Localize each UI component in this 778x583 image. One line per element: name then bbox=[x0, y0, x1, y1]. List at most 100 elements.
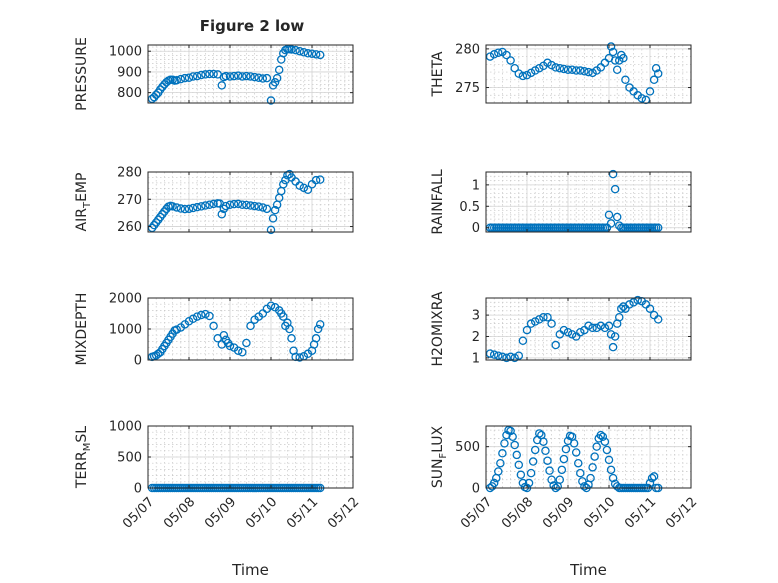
y-tick-label: 500 bbox=[455, 440, 480, 455]
data-point bbox=[279, 180, 288, 189]
y-axis-label-main: H2OMIXRA bbox=[430, 291, 446, 366]
data-point bbox=[494, 467, 503, 476]
data-point bbox=[184, 73, 194, 82]
x-tick-label: 05/11 bbox=[622, 495, 659, 532]
y-axis-label-subscript: M bbox=[82, 443, 93, 452]
data-point bbox=[576, 327, 585, 337]
data-point bbox=[188, 72, 198, 81]
y-tick-label: 275 bbox=[455, 81, 480, 96]
axes-p3: 260 270 280 AIRTEMP bbox=[74, 166, 354, 235]
data-point bbox=[526, 68, 536, 78]
data-point bbox=[184, 204, 194, 214]
data-point bbox=[266, 96, 276, 105]
y-tick-label: 280 bbox=[117, 166, 142, 181]
y-tick-label: 1000 bbox=[109, 45, 142, 60]
data-point bbox=[559, 454, 569, 464]
axes-frame bbox=[147, 171, 354, 233]
data-point bbox=[250, 72, 259, 82]
data-point bbox=[608, 473, 618, 483]
data-point bbox=[514, 69, 524, 78]
data-point bbox=[315, 175, 325, 184]
data-point bbox=[315, 320, 325, 329]
y-axis-label: PRESSURE bbox=[74, 37, 90, 111]
axes-background bbox=[486, 45, 691, 103]
data-point bbox=[551, 63, 560, 72]
data-point bbox=[188, 314, 198, 324]
data-point bbox=[299, 183, 309, 193]
axes-frame bbox=[485, 171, 692, 233]
axes-frame bbox=[485, 297, 692, 361]
data-point bbox=[168, 202, 177, 211]
x-tick-label: 05/12 bbox=[325, 495, 362, 532]
data-point bbox=[615, 312, 624, 322]
data-point bbox=[555, 475, 565, 484]
data-point bbox=[588, 463, 597, 472]
data-point bbox=[563, 65, 573, 74]
y-tick-label: 3 bbox=[472, 309, 480, 324]
y-tick-label: 0 bbox=[134, 354, 142, 369]
data-point bbox=[176, 204, 186, 213]
data-point bbox=[530, 317, 540, 326]
data-point bbox=[528, 457, 538, 466]
data-point bbox=[219, 330, 229, 340]
data-point bbox=[539, 312, 548, 322]
data-point bbox=[571, 448, 581, 457]
data-point bbox=[569, 439, 579, 448]
data-point bbox=[266, 301, 276, 310]
data-point bbox=[180, 73, 190, 83]
data-point bbox=[510, 63, 519, 73]
data-point bbox=[647, 473, 657, 483]
data-point bbox=[217, 210, 227, 219]
data-point bbox=[516, 470, 526, 480]
y-tick-label: 0 bbox=[472, 482, 480, 497]
data-point bbox=[522, 325, 532, 335]
data-point bbox=[489, 350, 499, 359]
x-axis-label: Time bbox=[569, 561, 607, 579]
y-axis-label-main: AIR bbox=[74, 208, 90, 232]
data-point bbox=[205, 69, 214, 79]
data-point bbox=[313, 324, 323, 334]
y-axis-label-main: TERR bbox=[74, 451, 90, 489]
axes-p2: 275 280 THETA bbox=[430, 42, 692, 105]
data-point bbox=[610, 184, 620, 194]
data-point bbox=[270, 205, 280, 215]
data-point bbox=[221, 71, 231, 81]
data-point bbox=[201, 70, 210, 79]
y-axis-label-main: THETA bbox=[430, 51, 446, 97]
y-tick-label: 2 bbox=[472, 330, 480, 345]
data-point bbox=[299, 48, 309, 57]
data-point bbox=[530, 445, 540, 455]
data-point bbox=[272, 73, 282, 83]
data-point bbox=[229, 71, 239, 81]
data-point bbox=[514, 460, 524, 470]
axes-p4: 0 0.5 1 RAINFALL bbox=[430, 169, 692, 236]
data-point bbox=[279, 312, 288, 321]
data-point bbox=[604, 321, 614, 331]
data-point bbox=[571, 66, 581, 75]
data-point bbox=[590, 452, 599, 461]
y-axis-label-subscript: F bbox=[438, 453, 449, 459]
data-point bbox=[608, 47, 618, 57]
y-axis-label-main: SUN bbox=[430, 459, 446, 489]
data-point bbox=[588, 323, 597, 333]
y-tick-label: 0 bbox=[472, 221, 480, 236]
data-point bbox=[238, 347, 247, 357]
data-point bbox=[522, 70, 532, 80]
y-axis-label: TERRMSL bbox=[74, 426, 93, 489]
data-point bbox=[258, 74, 268, 83]
data-point bbox=[242, 338, 251, 348]
data-point bbox=[653, 315, 663, 324]
data-point bbox=[547, 60, 556, 70]
data-point bbox=[311, 175, 321, 185]
data-point bbox=[246, 72, 255, 81]
data-point bbox=[285, 324, 294, 334]
data-point bbox=[649, 75, 659, 85]
data-point bbox=[598, 432, 608, 441]
data-point bbox=[526, 319, 536, 328]
data-point bbox=[295, 181, 304, 190]
data-point bbox=[489, 50, 499, 59]
axes-frame bbox=[485, 425, 692, 489]
data-point bbox=[588, 68, 597, 78]
data-point bbox=[512, 450, 522, 460]
